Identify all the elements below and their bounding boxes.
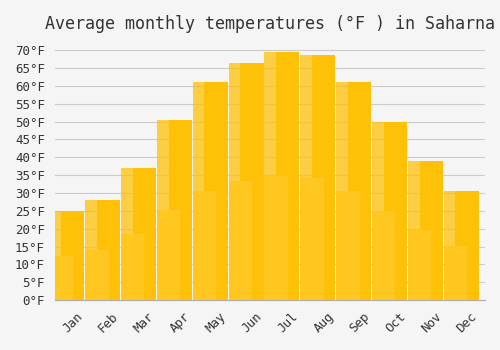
Bar bbox=[336, 82, 359, 300]
Bar bbox=[420, 161, 443, 300]
Bar bbox=[276, 52, 299, 300]
Bar bbox=[121, 234, 144, 300]
Bar bbox=[372, 211, 396, 300]
Bar bbox=[408, 161, 431, 300]
Bar bbox=[168, 120, 192, 300]
Bar bbox=[408, 231, 431, 300]
Bar bbox=[300, 55, 324, 300]
Bar bbox=[157, 210, 180, 300]
Bar bbox=[384, 121, 407, 300]
Bar bbox=[444, 191, 467, 300]
Bar bbox=[50, 211, 72, 300]
Bar bbox=[85, 200, 108, 300]
Bar bbox=[50, 256, 72, 300]
Bar bbox=[228, 63, 252, 300]
Bar bbox=[336, 191, 359, 300]
Bar bbox=[97, 200, 120, 300]
Title: Average monthly temperatures (°F ) in Saharna: Average monthly temperatures (°F ) in Sa… bbox=[45, 15, 495, 33]
Bar bbox=[264, 176, 288, 300]
Bar bbox=[228, 181, 252, 300]
Bar bbox=[204, 82, 228, 300]
Bar bbox=[240, 63, 264, 300]
Bar bbox=[132, 168, 156, 300]
Bar bbox=[193, 82, 216, 300]
Bar bbox=[312, 55, 336, 300]
Bar bbox=[264, 52, 288, 300]
Bar bbox=[61, 211, 84, 300]
Bar bbox=[444, 246, 467, 300]
Bar bbox=[348, 82, 371, 300]
Bar bbox=[456, 191, 478, 300]
Bar bbox=[300, 178, 324, 300]
Bar bbox=[372, 121, 396, 300]
Bar bbox=[121, 168, 144, 300]
Bar bbox=[157, 120, 180, 300]
Bar bbox=[193, 191, 216, 300]
Bar bbox=[85, 250, 108, 300]
